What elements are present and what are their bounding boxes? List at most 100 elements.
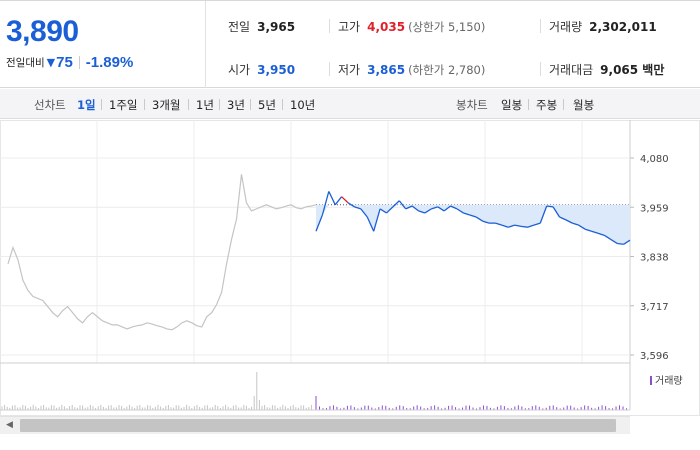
today-price-segment bbox=[456, 208, 464, 214]
today-price-segment bbox=[501, 224, 509, 228]
stat-label: 거래대금 bbox=[549, 63, 594, 77]
today-price-segment bbox=[321, 191, 330, 216]
stat-label: 거래량 bbox=[549, 20, 583, 34]
tab-daily-candle[interactable]: 일봉 bbox=[501, 98, 523, 112]
today-price-segment bbox=[328, 191, 336, 206]
lower-limit: (하한가 2,780) bbox=[408, 63, 486, 77]
line-chart-label: 선차트 bbox=[34, 98, 66, 112]
today-price-segment bbox=[443, 205, 451, 212]
change-percent: -1.89% bbox=[85, 54, 134, 71]
today-price-segment bbox=[495, 222, 503, 226]
today-price-segment bbox=[431, 206, 438, 210]
today-price-segment bbox=[539, 205, 548, 224]
down-triangle-icon: ▼ bbox=[46, 56, 56, 69]
candle-chart-label: 봉차트 bbox=[456, 98, 488, 112]
today-price-segment bbox=[398, 200, 407, 210]
today-price-segment bbox=[565, 219, 573, 224]
divider bbox=[540, 62, 541, 76]
today-price-segment bbox=[334, 196, 343, 206]
stat-label: 시가 bbox=[228, 63, 251, 77]
stat-label: 고가 bbox=[338, 20, 361, 34]
current-price: 3,890 bbox=[6, 15, 79, 48]
today-price-segment bbox=[373, 208, 381, 232]
stat-value: 3,950 bbox=[257, 63, 296, 77]
divider bbox=[219, 99, 220, 110]
divider bbox=[282, 99, 283, 110]
tab-5years[interactable]: 5년 bbox=[258, 98, 276, 112]
price-change: 전일대비 ▼ 75 -1.89% bbox=[6, 54, 133, 71]
today-price-segment bbox=[552, 206, 561, 218]
today-price-segment bbox=[623, 239, 631, 245]
divider bbox=[540, 19, 541, 33]
today-price-segment bbox=[520, 225, 528, 228]
y-tick-label: 3,596 bbox=[640, 351, 669, 362]
stat-value: 4,035 bbox=[367, 20, 406, 34]
today-price-segment bbox=[617, 242, 624, 245]
tab-weekly-candle[interactable]: 주봉 bbox=[536, 98, 558, 112]
tab-monthly-candle[interactable]: 월봉 bbox=[573, 98, 595, 112]
tab-3months[interactable]: 3개월 bbox=[152, 98, 181, 112]
today-price-segment bbox=[578, 224, 586, 230]
y-tick-label: 3,838 bbox=[640, 253, 669, 264]
stat-value: 9,065 백만 bbox=[600, 63, 665, 77]
price-chart: 4,080 3,959 3,838 3,717 3,596 bbox=[0, 120, 700, 416]
today-price-segment bbox=[379, 208, 387, 214]
chart-period-tabbar: 선차트 1일 1주일 3개월 1년 3년 5년 10년 봉차트 일봉 주봉 월봉 bbox=[0, 89, 700, 119]
volume-legend: 거래량 bbox=[650, 372, 683, 387]
today-price-segment bbox=[341, 196, 349, 204]
divider bbox=[528, 99, 529, 110]
scrollbar-thumb[interactable] bbox=[20, 419, 616, 432]
price-box: 3,890 전일대비 ▼ 75 -1.89% bbox=[0, 1, 206, 88]
tab-1week[interactable]: 1주일 bbox=[109, 98, 138, 112]
today-price-segment bbox=[533, 222, 541, 226]
below-reference-fill bbox=[316, 204, 630, 245]
change-label: 전일대비 bbox=[6, 57, 45, 69]
upper-limit: (상한가 5,150) bbox=[408, 20, 486, 34]
today-price-segment bbox=[572, 222, 579, 226]
today-price-segment bbox=[463, 212, 470, 216]
change-amount: 75 bbox=[56, 54, 73, 71]
divider bbox=[188, 99, 189, 110]
today-price-segment bbox=[469, 214, 477, 218]
divider bbox=[78, 56, 80, 69]
today-price-segment bbox=[546, 205, 554, 208]
chart-frame bbox=[0, 120, 700, 416]
divider bbox=[329, 19, 330, 33]
today-price-segment bbox=[366, 216, 375, 232]
today-price-segment bbox=[411, 205, 419, 212]
tab-10years[interactable]: 10년 bbox=[290, 98, 316, 112]
divider bbox=[144, 99, 145, 110]
tab-3years[interactable]: 3년 bbox=[227, 98, 245, 112]
stat-value: 3,865 bbox=[367, 63, 406, 77]
today-price-segment bbox=[354, 206, 362, 210]
today-price-segment bbox=[597, 232, 605, 236]
stat-open: 시가 3,950 bbox=[228, 61, 295, 78]
today-price-segment bbox=[514, 224, 522, 228]
today-price-segment bbox=[418, 210, 426, 214]
scroll-left-arrow-icon[interactable]: ◀ bbox=[6, 420, 13, 430]
y-tick-label: 4,080 bbox=[640, 154, 669, 165]
stat-low: 저가 3,865 (하한가 2,780) bbox=[338, 61, 485, 78]
stat-prev-close: 전일 3,965 bbox=[228, 18, 295, 35]
chart-scrollbar[interactable]: ◀ bbox=[0, 416, 630, 434]
volume-swatch bbox=[650, 376, 652, 385]
today-price-segment bbox=[527, 224, 535, 228]
tab-1year[interactable]: 1년 bbox=[196, 98, 214, 112]
today-price-segment bbox=[392, 200, 400, 208]
divider bbox=[101, 99, 102, 110]
stat-value: 3,965 bbox=[257, 20, 296, 34]
today-price-segment bbox=[610, 238, 618, 245]
today-price-segment bbox=[424, 208, 432, 214]
stat-value: 2,302,011 bbox=[589, 20, 657, 34]
today-price-segment bbox=[591, 230, 599, 234]
today-price-segment bbox=[559, 216, 567, 221]
today-price-segment bbox=[604, 234, 612, 240]
tab-1day[interactable]: 1일 bbox=[77, 98, 96, 112]
today-price-segment bbox=[482, 220, 490, 224]
today-price-segment bbox=[584, 228, 592, 232]
price-chart-area: 4,080 3,959 3,838 3,717 3,596 bbox=[0, 120, 700, 416]
today-price-segment bbox=[508, 224, 515, 228]
stat-label: 전일 bbox=[228, 20, 251, 34]
stat-trade-amount: 거래대금 9,065 백만 bbox=[549, 61, 664, 78]
today-price-segment bbox=[315, 214, 324, 232]
